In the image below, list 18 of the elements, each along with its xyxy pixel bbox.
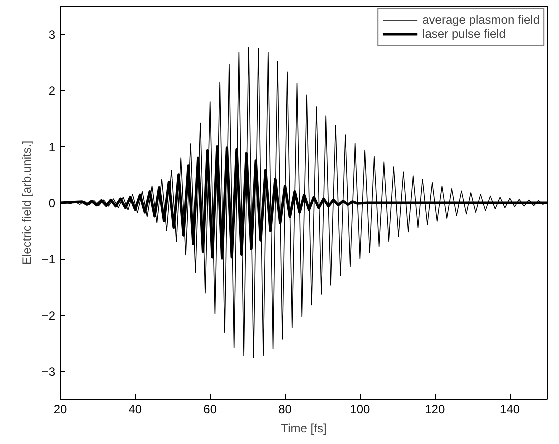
legend-label: average plasmon field [422,13,540,27]
x-axis-title: Time [fs] [281,422,327,436]
y-tick-label: 0 [48,196,56,210]
y-tick-label: −3 [42,364,56,379]
y-tick-label: −2 [42,308,56,323]
x-tick-label: 80 [278,402,292,416]
x-tick-label: 100 [350,402,371,416]
x-tick-label: 140 [500,402,520,416]
x-tick-label: 120 [425,402,446,416]
x-tick-label: 60 [204,402,218,416]
legend-label: laser pulse field [422,27,506,41]
y-axis-title: Electric field [arb.units.] [20,140,34,266]
y-tick-label: 2 [48,84,56,98]
y-tick-label: 1 [48,140,56,154]
y-tick-label: 3 [48,28,56,42]
x-tick-label: 20 [54,402,68,416]
x-tick-label: 40 [128,402,142,416]
y-tick-label: −1 [42,252,56,267]
